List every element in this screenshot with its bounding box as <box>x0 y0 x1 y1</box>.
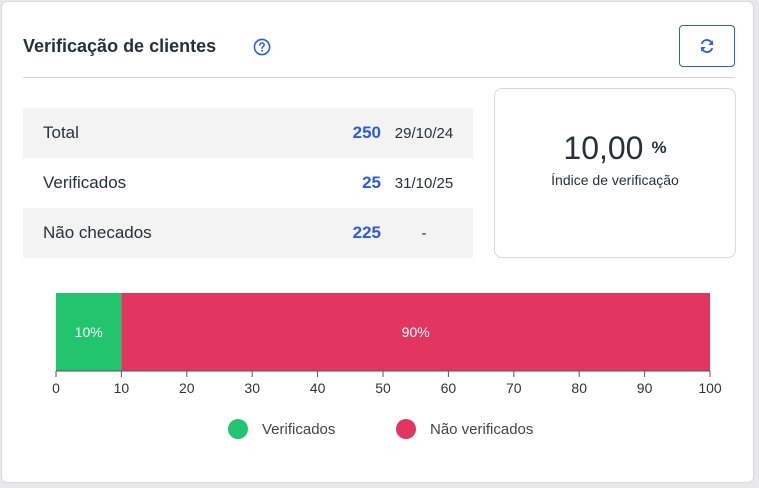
stats-date: - <box>421 224 427 242</box>
legend-marker <box>396 419 416 439</box>
legend-marker <box>228 419 248 439</box>
refresh-icon <box>700 39 714 53</box>
bar-data-label: 90% <box>402 324 430 340</box>
x-tick-label: 0 <box>52 380 60 396</box>
verification-index-box: 10,00% Índice de verificação <box>494 88 736 258</box>
stats-date: 31/10/25 <box>394 174 454 192</box>
stats-row-unchecked: Não checados 225 - <box>23 208 473 258</box>
x-tick-label: 60 <box>441 380 457 396</box>
stats-label: Não checados <box>43 223 152 242</box>
x-tick-label: 50 <box>375 380 391 396</box>
x-tick-label: 30 <box>244 380 260 396</box>
bar-segment-verified[interactable] <box>56 293 122 371</box>
x-tick-label: 70 <box>506 380 522 396</box>
verification-index-value: 10,00% <box>495 130 735 167</box>
x-tick-label: 80 <box>571 380 587 396</box>
x-tick-label: 90 <box>637 380 653 396</box>
stats-value: 250 <box>352 123 381 142</box>
bar-data-label: 10% <box>75 324 103 340</box>
legend-label: Verificados <box>262 421 335 438</box>
stats-row-total: Total 250 29/10/24 <box>23 108 473 158</box>
header-divider <box>23 77 735 78</box>
x-tick-label: 100 <box>698 380 722 396</box>
legend-item-verified[interactable]: Verificados <box>228 419 335 439</box>
stats-table: Total 250 29/10/24 Verificados 25 31/10/… <box>23 108 473 258</box>
stats-value: 225 <box>352 223 381 242</box>
bar-segment-not-verified[interactable] <box>121 293 710 371</box>
index-unit: % <box>651 138 667 157</box>
stats-label: Verificados <box>43 173 127 192</box>
stats-value: 25 <box>362 173 381 192</box>
x-tick-label: 10 <box>114 380 130 396</box>
stats-row-verified: Verificados 25 31/10/25 <box>23 158 473 208</box>
legend-item-not-verified[interactable]: Não verificados <box>396 419 533 439</box>
refresh-button[interactable] <box>679 25 735 67</box>
card-title: Verificação de clientes <box>23 36 217 56</box>
verification-bar-chart: 10% 90% 0 10 20 30 40 50 60 70 80 90 100 Verificados N… <box>52 293 722 439</box>
verification-card: Verificação de clientes Total 250 29/10/… <box>1 1 754 483</box>
stats-label: Total <box>43 123 79 142</box>
x-tick-label: 40 <box>310 380 326 396</box>
index-number: 10,00 <box>563 130 644 166</box>
x-tick-label: 20 <box>179 380 195 396</box>
question-circle-icon[interactable] <box>253 38 271 56</box>
verification-index-label: Índice de verificação <box>551 172 679 188</box>
stats-date: 29/10/24 <box>394 124 454 142</box>
legend-label: Não verificados <box>430 421 533 438</box>
